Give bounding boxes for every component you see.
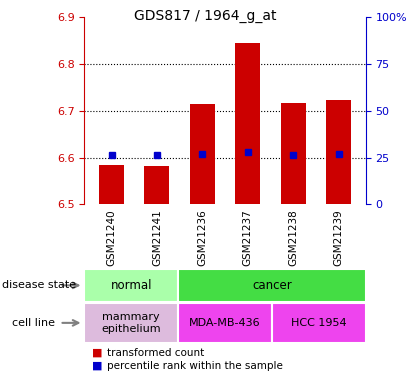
Text: HCC 1954: HCC 1954: [291, 318, 347, 328]
Text: GSM21236: GSM21236: [197, 209, 207, 266]
Text: ■: ■: [92, 361, 103, 370]
Text: GDS817 / 1964_g_at: GDS817 / 1964_g_at: [134, 9, 277, 23]
Bar: [326, 100, 351, 204]
Bar: [84, 269, 178, 302]
Text: GSM21238: GSM21238: [288, 209, 298, 266]
Text: GSM21237: GSM21237: [243, 209, 253, 266]
Bar: [190, 104, 215, 204]
Bar: [178, 303, 272, 343]
Text: MDA-MB-436: MDA-MB-436: [189, 318, 261, 328]
Bar: [281, 103, 306, 204]
Text: normal: normal: [111, 279, 152, 292]
Text: disease state: disease state: [2, 280, 76, 290]
Text: GSM21239: GSM21239: [334, 209, 344, 266]
Text: cancer: cancer: [252, 279, 292, 292]
Text: mammary
epithelium: mammary epithelium: [102, 312, 161, 334]
Text: transformed count: transformed count: [107, 348, 204, 357]
Text: cell line: cell line: [12, 318, 55, 328]
Text: percentile rank within the sample: percentile rank within the sample: [107, 361, 283, 370]
Bar: [99, 165, 124, 204]
Bar: [144, 166, 169, 204]
Text: ■: ■: [92, 348, 103, 357]
Bar: [235, 43, 260, 204]
Text: GSM21240: GSM21240: [106, 209, 116, 266]
Bar: [84, 303, 178, 343]
Text: GSM21241: GSM21241: [152, 209, 162, 266]
Bar: [272, 303, 366, 343]
Bar: [178, 269, 366, 302]
